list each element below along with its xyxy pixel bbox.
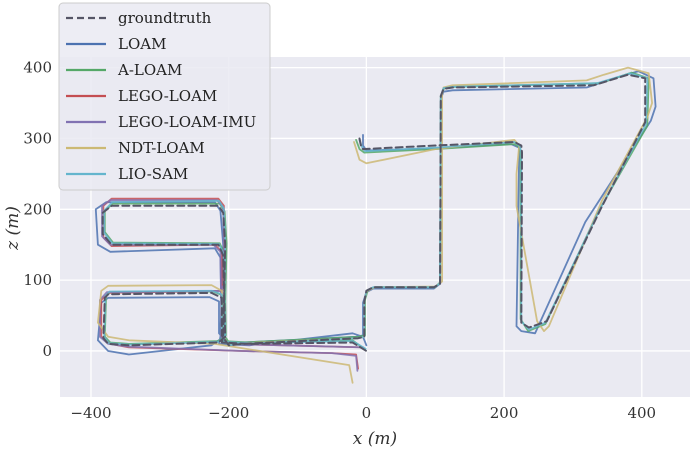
legend-box (58, 2, 271, 191)
x-axis-label: x (m) (353, 429, 397, 449)
y-tick-label: 100 (23, 271, 52, 289)
legend-label: groundtruth (118, 9, 212, 27)
series-lines (94, 66, 657, 384)
x-tick-label: 400 (627, 404, 656, 422)
x-tick-label: 200 (490, 404, 519, 422)
y-tick-label: 300 (23, 129, 52, 147)
y-tick-label: 0 (42, 342, 52, 360)
legend-label: NDT-LOAM (118, 139, 205, 157)
y-tick-label: 400 (23, 59, 52, 77)
x-tick-label: −200 (208, 404, 249, 422)
legend-label: LIO-SAM (118, 165, 188, 183)
legend-label: LEGO-LOAM-IMU (118, 113, 256, 131)
series-line-4 (99, 199, 364, 372)
series-line-0 (101, 73, 647, 352)
tick-labels: −400 −200 0 200 400 0 100 200 300 400 (23, 59, 656, 422)
y-tick-label: 200 (23, 200, 52, 218)
legend-label: A-LOAM (117, 61, 182, 79)
x-tick-label: −400 (70, 404, 111, 422)
x-tick-label: 0 (362, 404, 372, 422)
legend: groundtruth LOAM A-LOAM LEGO-LOAM LEGO-LOAM-… (58, 2, 271, 191)
legend-label: LEGO-LOAM (118, 87, 217, 105)
y-axis-label: z (m) (3, 206, 23, 251)
legend-label: LOAM (118, 35, 166, 53)
